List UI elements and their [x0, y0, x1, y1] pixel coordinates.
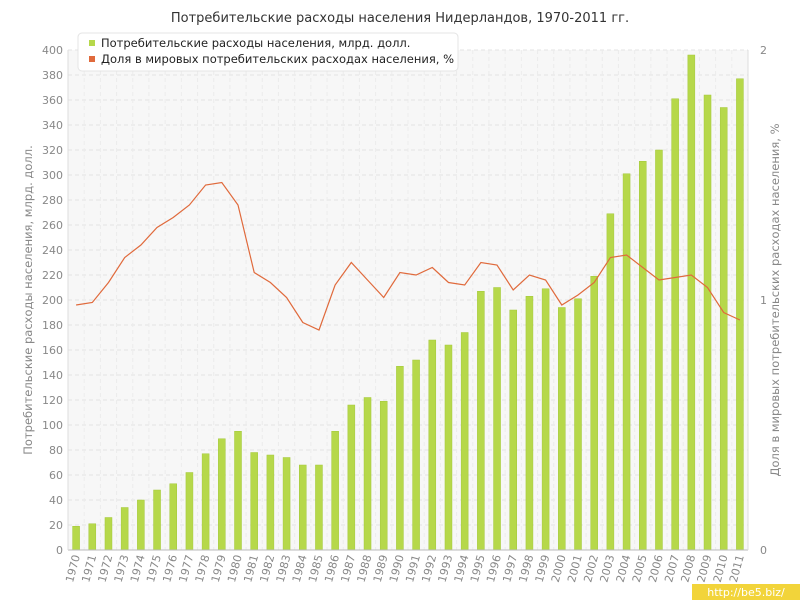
legend-swatch-consumer-spending — [89, 40, 95, 46]
y-tick-right: 0 — [760, 544, 767, 557]
legend-swatch-world-share — [89, 56, 95, 62]
bar-1982 — [266, 454, 275, 551]
y-tick-left: 360 — [42, 94, 63, 107]
bar-2007 — [671, 98, 679, 551]
bar-1999 — [541, 288, 550, 551]
bar-1978 — [201, 453, 210, 551]
y-tick-left: 80 — [49, 444, 63, 457]
watermark-text: http://be5.biz/ — [707, 586, 785, 599]
bar-1986 — [331, 431, 339, 551]
y-tick-left: 300 — [42, 169, 63, 182]
bar-1975 — [153, 489, 161, 551]
bar-1972 — [104, 517, 113, 551]
y-axis-label-right: Доля в мировых потребительских расходах … — [768, 123, 782, 476]
y-tick-right: 1 — [760, 294, 767, 307]
y-tick-left: 400 — [42, 44, 63, 57]
y-tick-left: 160 — [42, 344, 63, 357]
chart-title: Потребительские расходы населения Нидерл… — [171, 11, 629, 26]
y-tick-left: 20 — [49, 519, 63, 532]
y-tick-left: 260 — [42, 219, 63, 232]
bar-1988 — [363, 397, 372, 551]
bar-2009 — [703, 94, 712, 551]
y-tick-left: 100 — [42, 419, 63, 432]
bar-1983 — [282, 457, 291, 551]
legend-box — [77, 32, 459, 72]
bar-1998 — [525, 296, 534, 551]
grid — [67, 49, 749, 551]
axes — [67, 50, 749, 551]
right-axis-ticks: 0 1 2 — [760, 44, 767, 557]
line-world-share — [76, 181, 741, 331]
bar-2002 — [590, 276, 598, 551]
bar-1973 — [120, 507, 129, 551]
bar-1992 — [428, 339, 437, 551]
bar-1996 — [493, 287, 501, 551]
y-tick-left: 40 — [49, 494, 63, 507]
legend-label-consumer-spending: Потребительские расходы населения, млрд.… — [101, 36, 410, 50]
legend-label-world-share: Доля в мировых потребительских расходах … — [101, 52, 454, 66]
bar-1980 — [234, 431, 242, 551]
bar-2011 — [736, 78, 744, 551]
y-tick-left: 60 — [49, 469, 63, 482]
legend: Потребительские расходы населения, млрд.… — [77, 32, 459, 72]
bar-1976 — [169, 483, 177, 551]
line-series — [76, 181, 741, 331]
bar-1971 — [88, 523, 97, 551]
bar-1981 — [250, 452, 258, 551]
y-tick-left: 120 — [42, 394, 63, 407]
y-tick-left: 320 — [42, 144, 63, 157]
bar-2003 — [606, 213, 615, 551]
bar-1977 — [185, 472, 194, 551]
watermark: http://be5.biz/ — [692, 584, 800, 600]
bar-series — [72, 54, 744, 551]
bar-1994 — [460, 332, 469, 551]
y-tick-left: 380 — [42, 69, 63, 82]
bar-1997 — [509, 309, 517, 551]
watermark-background — [692, 584, 800, 600]
left-axis-ticks: 0 20 40 60 80 100 120 140 160 180 200 220 240 260 280 3… — [42, 44, 63, 557]
bar-2010 — [719, 107, 728, 551]
y-tick-left: 140 — [42, 369, 63, 382]
y-tick-left: 180 — [42, 319, 63, 332]
bar-2001 — [574, 298, 582, 551]
bar-1984 — [299, 464, 307, 551]
y-axis-label-left: Потребительские расходы населения, млрд.… — [21, 145, 35, 454]
bar-2005 — [639, 161, 647, 551]
bar-1993 — [444, 344, 453, 551]
bar-2008 — [687, 54, 696, 551]
bar-1970 — [72, 526, 80, 551]
bar-1979 — [218, 438, 226, 551]
bar-1989 — [379, 401, 388, 551]
bar-1995 — [477, 291, 485, 551]
y-tick-left: 200 — [42, 294, 63, 307]
bar-1985 — [315, 464, 323, 551]
bar-1991 — [412, 359, 420, 551]
bar-2000 — [558, 307, 566, 551]
y-tick-right: 2 — [760, 44, 767, 57]
bar-1974 — [137, 499, 145, 551]
y-tick-left: 220 — [42, 269, 63, 282]
bar-2006 — [655, 149, 663, 551]
bar-1987 — [347, 404, 356, 551]
y-tick-left: 240 — [42, 244, 63, 257]
y-tick-left: 0 — [56, 544, 63, 557]
y-tick-left: 280 — [42, 194, 63, 207]
bar-1990 — [396, 366, 404, 551]
bar-2004 — [622, 173, 631, 551]
y-tick-left: 340 — [42, 119, 63, 132]
